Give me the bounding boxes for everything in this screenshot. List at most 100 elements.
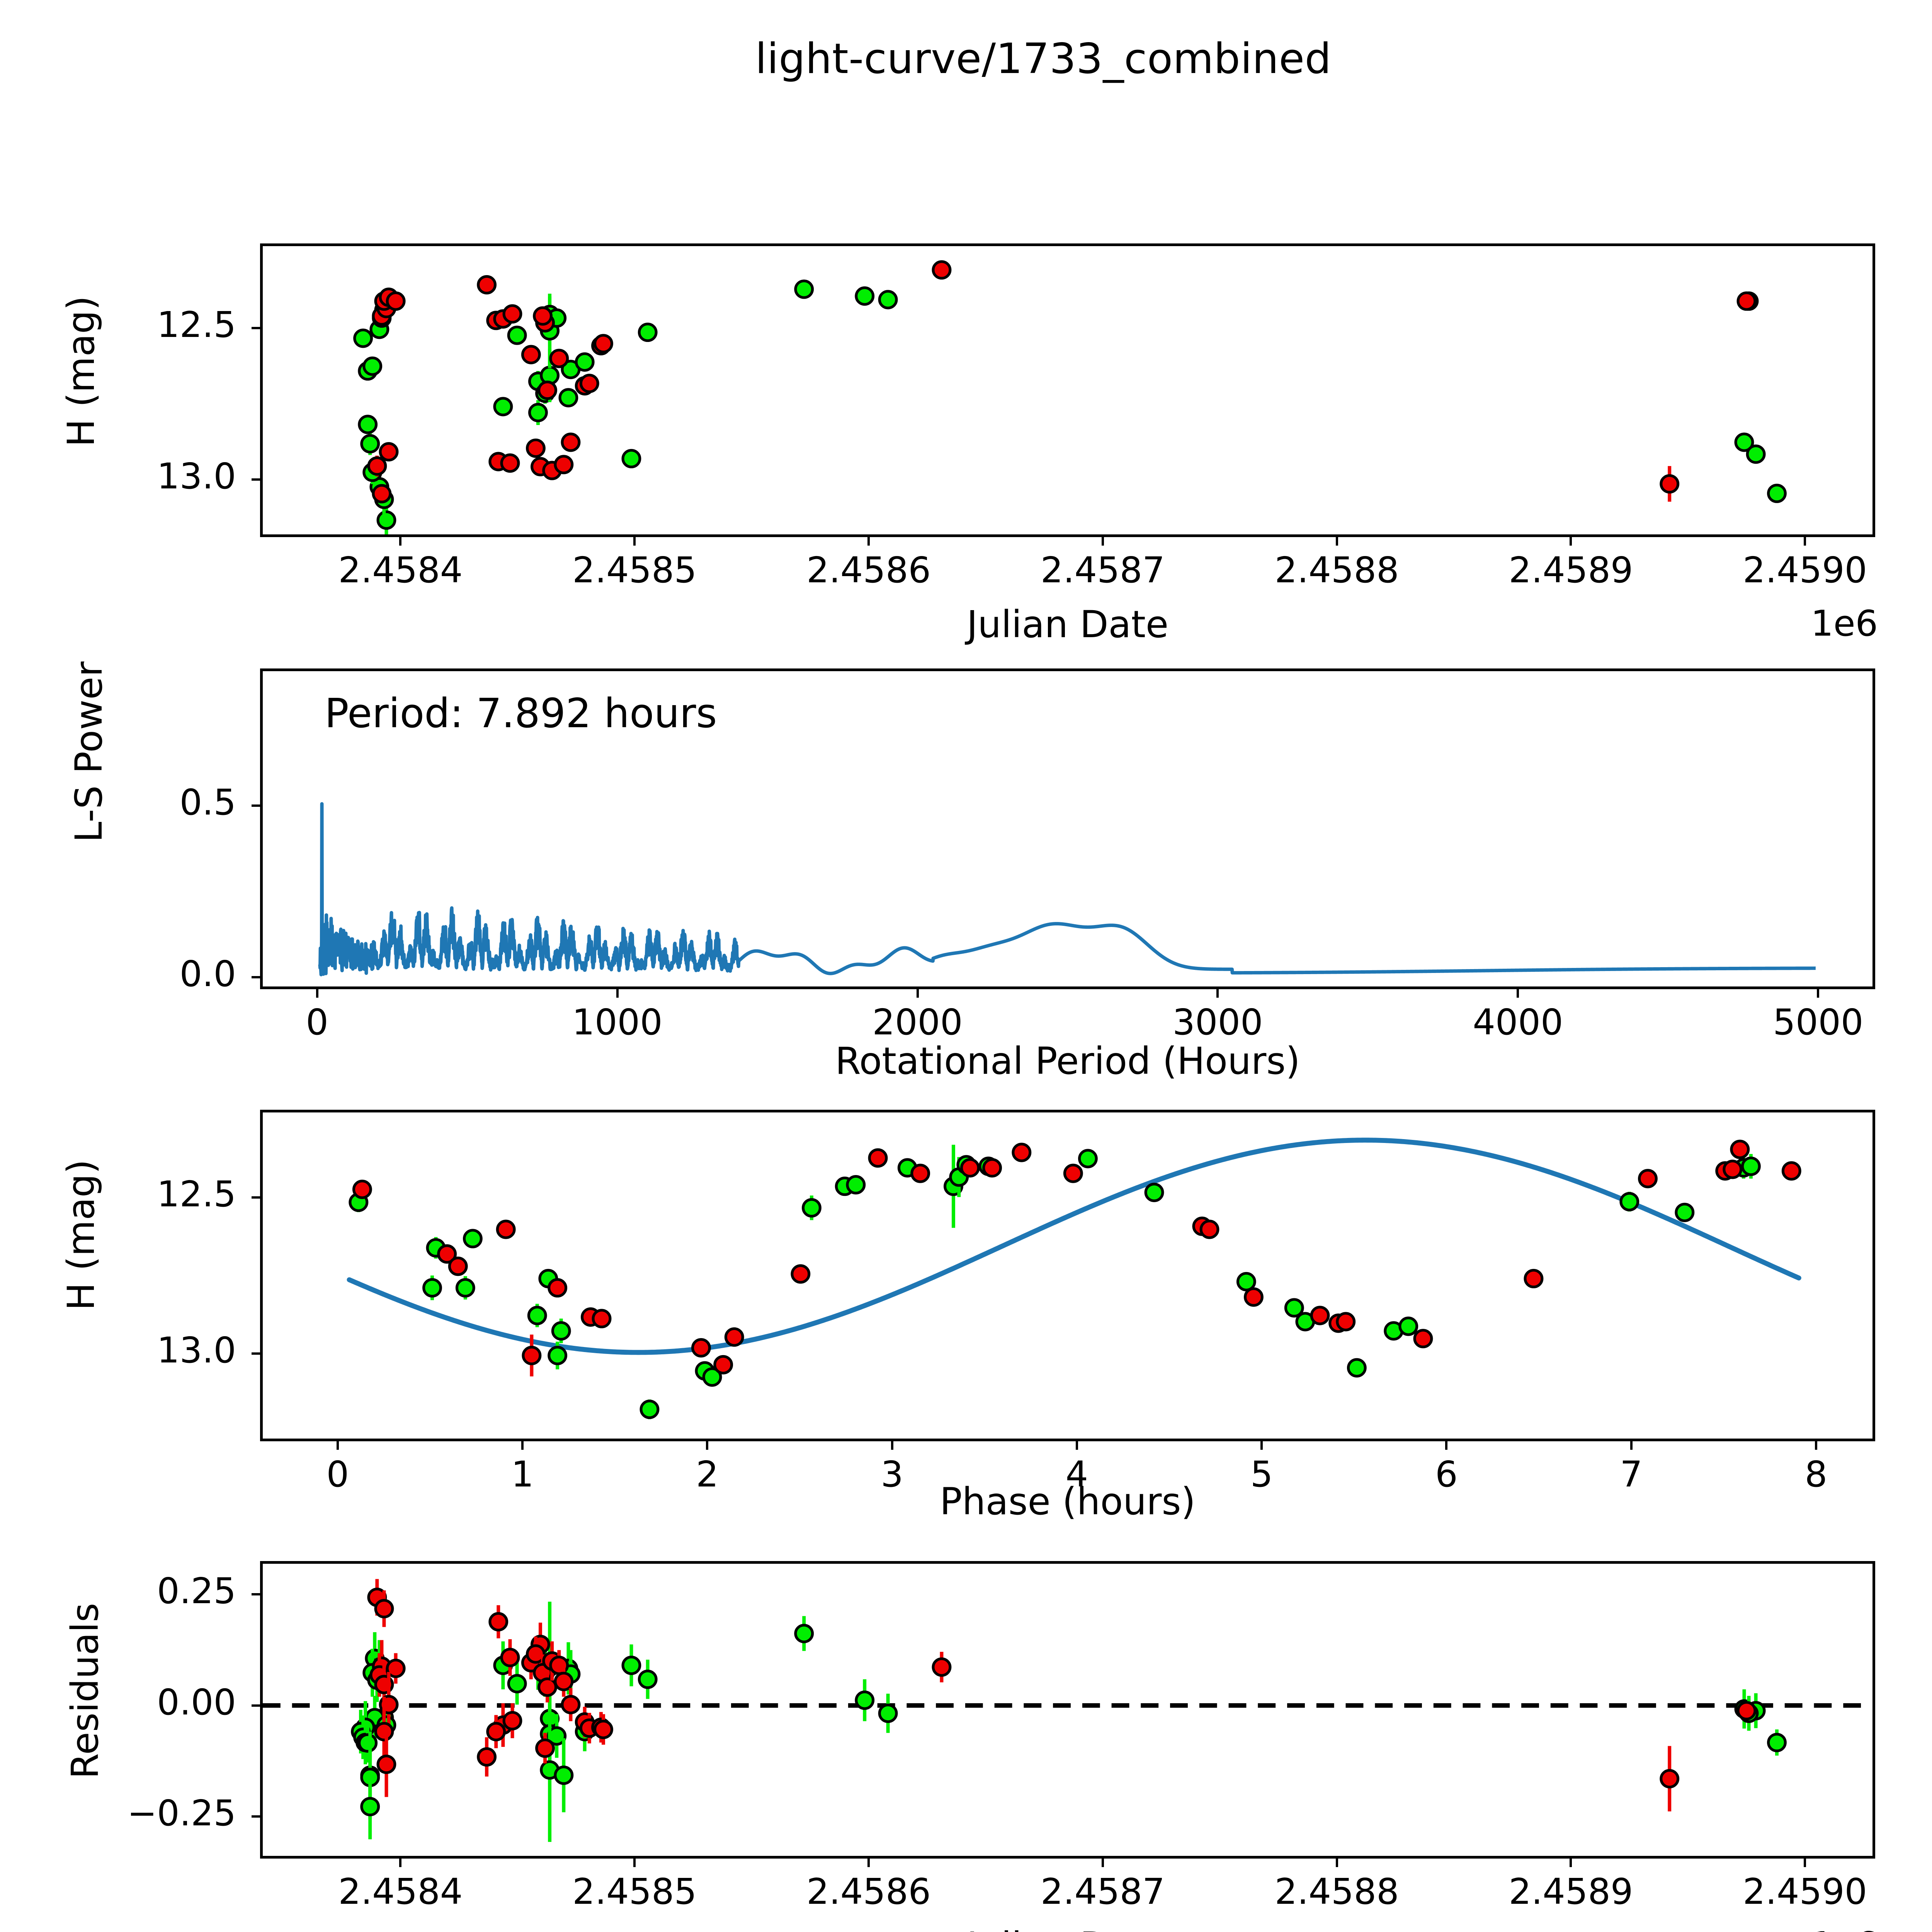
x-tick-mark — [1570, 1859, 1572, 1867]
data-point — [463, 1229, 483, 1248]
x-tick-label: 2.4588 — [1274, 549, 1399, 591]
data-point — [493, 397, 513, 417]
data-point — [691, 1338, 711, 1358]
data-point — [1734, 432, 1754, 452]
data-point — [1144, 1182, 1164, 1202]
data-point — [500, 453, 520, 473]
data-point — [1723, 1160, 1743, 1179]
x-tick-mark — [399, 537, 402, 546]
x-tick-mark — [1075, 1441, 1078, 1450]
data-point — [362, 356, 383, 376]
y-tick-label: 12.5 — [157, 304, 236, 346]
data-point — [1746, 444, 1766, 464]
data-point — [502, 1711, 522, 1731]
data-point — [1736, 291, 1757, 311]
x-tick-label: 2.4586 — [806, 1871, 931, 1912]
data-point — [548, 1278, 568, 1298]
series-red — [367, 1579, 1757, 1811]
data-point — [561, 1695, 581, 1714]
x-tick-mark — [1570, 537, 1572, 546]
data-point — [579, 374, 599, 393]
data-point — [422, 1278, 442, 1298]
data-point — [551, 1321, 571, 1341]
x-tick-label: 2.4587 — [1040, 1871, 1165, 1912]
data-point — [855, 286, 875, 306]
data-point — [376, 1755, 396, 1774]
x-tick-mark — [1630, 1441, 1633, 1450]
x-tick-mark — [633, 537, 636, 546]
data-point — [535, 1738, 555, 1758]
data-point — [537, 380, 558, 400]
panel1-x-offset-label: 1e6 — [1811, 603, 1878, 644]
panel-phase-folded — [260, 1110, 1875, 1441]
panel2-ylabel: L-S Power — [67, 661, 111, 843]
data-point — [1347, 1358, 1367, 1378]
y-tick-mark — [252, 804, 260, 807]
y-tick-mark — [252, 1593, 260, 1596]
x-tick-mark — [399, 1859, 402, 1867]
series-red — [367, 260, 1757, 503]
data-point — [960, 1158, 980, 1178]
x-tick-label: 4000 — [1473, 1002, 1563, 1043]
data-point — [878, 290, 898, 310]
data-point — [594, 334, 613, 354]
data-point — [1336, 1312, 1356, 1332]
data-point — [791, 1264, 811, 1284]
data-point — [932, 260, 952, 280]
data-point — [855, 1690, 875, 1710]
x-tick-mark — [1216, 989, 1219, 998]
data-point — [1675, 1202, 1695, 1222]
x-tick-label: 2.4585 — [572, 1871, 697, 1912]
x-tick-label: 2.4585 — [572, 549, 697, 591]
x-tick-label: 8 — [1804, 1454, 1828, 1495]
data-point — [794, 1624, 814, 1643]
y-tick-label: 0.25 — [157, 1570, 236, 1612]
data-point — [1730, 1139, 1750, 1159]
data-point — [1524, 1269, 1544, 1289]
data-point — [526, 1644, 546, 1664]
x-tick-label: 2.4590 — [1743, 549, 1867, 591]
data-point — [486, 1722, 506, 1742]
x-tick-label: 2.4587 — [1040, 549, 1165, 591]
x-tick-mark — [1101, 537, 1104, 546]
x-tick-mark — [616, 989, 619, 998]
data-point — [502, 304, 522, 324]
panel2-xlabel: Rotational Period (Hours) — [835, 1039, 1300, 1083]
x-tick-label: 1 — [511, 1454, 534, 1495]
x-tick-mark — [867, 1859, 870, 1867]
y-tick-label: −0.25 — [127, 1792, 236, 1834]
data-point — [910, 1163, 930, 1183]
figure-title: light-curve/1733_combined — [755, 35, 1332, 83]
data-point — [1660, 1769, 1680, 1789]
x-tick-label: 2.4586 — [806, 549, 931, 591]
y-tick-label: 13.0 — [157, 1330, 236, 1371]
y-tick-label: 12.5 — [157, 1173, 236, 1215]
data-point — [521, 345, 541, 364]
y-tick-label: 13.0 — [157, 456, 236, 497]
period-annotation: Period: 7.892 hours — [325, 690, 717, 737]
x-tick-mark — [1804, 537, 1806, 546]
x-tick-mark — [633, 1859, 636, 1867]
x-tick-label: 7 — [1620, 1454, 1643, 1495]
x-tick-mark — [1517, 989, 1519, 998]
y-tick-label: 0.00 — [157, 1681, 236, 1723]
y-tick-mark — [252, 478, 260, 481]
data-point — [533, 306, 553, 326]
x-tick-mark — [891, 1441, 893, 1450]
y-tick-mark — [252, 1196, 260, 1199]
data-point — [549, 349, 569, 368]
data-point — [528, 403, 548, 422]
panel3-xlabel: Phase (hours) — [940, 1480, 1196, 1523]
data-point — [1078, 1149, 1098, 1168]
periodogram-line — [318, 802, 1817, 976]
y-tick-label: 0.0 — [179, 953, 236, 995]
x-tick-label: 5000 — [1773, 1002, 1864, 1043]
y-tick-mark — [252, 1352, 260, 1355]
data-point — [868, 1148, 888, 1168]
data-point — [1284, 1298, 1304, 1318]
y-tick-mark — [252, 1815, 260, 1818]
data-point — [488, 1612, 509, 1632]
data-point — [437, 1244, 457, 1264]
data-point — [379, 442, 399, 462]
data-point — [594, 1719, 613, 1739]
